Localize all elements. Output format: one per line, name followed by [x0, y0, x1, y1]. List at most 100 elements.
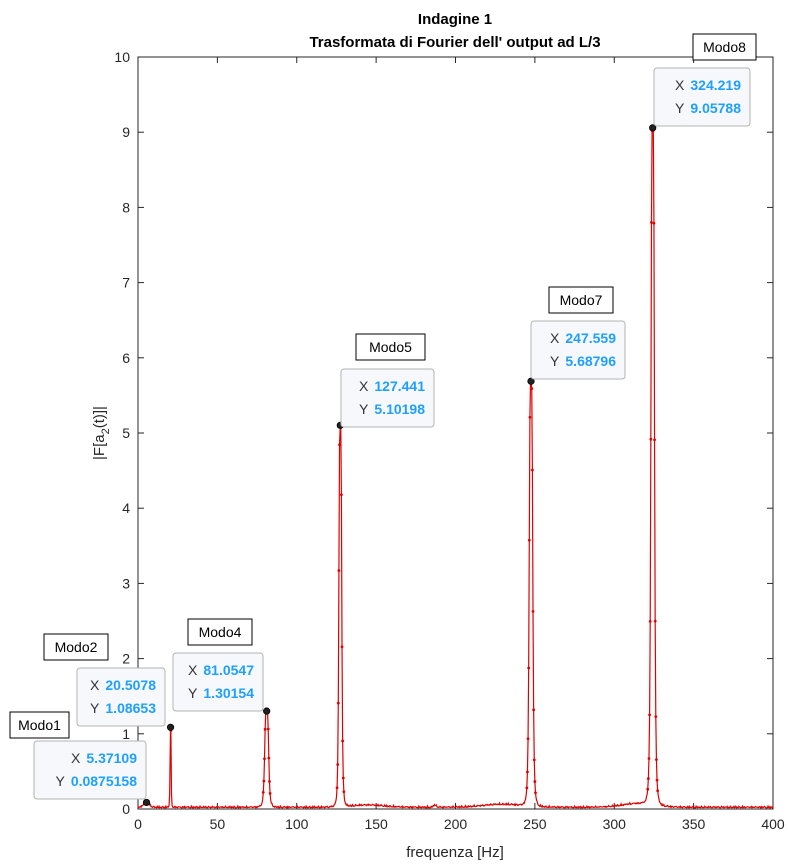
datatip-box — [33, 740, 147, 800]
series-point — [527, 538, 531, 542]
series-point — [342, 790, 346, 794]
datatip-modo7[interactable]: Modo7 247.559 5.68796 XY — [530, 286, 626, 380]
datatip-markers — [142, 124, 657, 807]
datatip-x-value: 20.5078 — [105, 677, 156, 693]
y-tick-label: 9 — [122, 124, 130, 140]
series-point — [341, 739, 345, 743]
y-tick-label: 4 — [122, 500, 130, 516]
datatip-y-key: Y — [90, 700, 100, 716]
mode-label-box — [692, 33, 757, 61]
datatip-x-value: 247.559 — [565, 330, 616, 346]
series-point — [336, 763, 340, 766]
y-tick-label: 7 — [122, 275, 130, 291]
series-point — [268, 791, 272, 795]
mode-label: Modo5 — [369, 339, 412, 355]
series-point — [655, 778, 659, 782]
datatip-marker[interactable] — [649, 124, 657, 132]
x-tick-label: 100 — [285, 816, 309, 832]
series-point — [336, 701, 340, 705]
datatip-x-value: 324.219 — [690, 77, 741, 93]
series-point — [653, 619, 657, 623]
datatip-y-value: 1.30154 — [203, 685, 254, 701]
datatip-y-value: 0.0875158 — [71, 773, 137, 789]
series-point — [530, 468, 534, 472]
mode-label-box — [9, 711, 70, 739]
datatip-box — [530, 320, 626, 380]
x-tick-label: 350 — [682, 816, 706, 832]
datatip-x-key: X — [675, 77, 685, 93]
datatip-marker[interactable] — [166, 723, 175, 731]
y-axis-label: |F[a2(t)]| — [91, 406, 112, 460]
datatip-modo5[interactable]: Modo5 127.441 5.10198 XY — [340, 333, 435, 428]
x-tick-label: 50 — [210, 816, 226, 832]
series-point — [339, 493, 343, 497]
y-tick-label: 2 — [122, 651, 130, 667]
y-tick-label: 1 — [122, 726, 130, 742]
series-point — [530, 387, 534, 391]
series-point — [653, 438, 656, 442]
series-point — [263, 757, 266, 761]
datatip-box — [340, 368, 435, 428]
series-point — [337, 569, 341, 572]
datatip-x-value: 127.441 — [374, 378, 425, 394]
mode-label-box — [43, 633, 109, 661]
series-point — [528, 415, 532, 419]
mode-label-box — [548, 286, 614, 314]
datatip-box — [76, 667, 166, 727]
datatip-modo1[interactable]: Modo1 5.37109 0.0875158 XY — [9, 711, 147, 800]
mode-label-box — [187, 618, 253, 646]
series-point — [648, 713, 651, 717]
datatip-marker[interactable] — [263, 707, 271, 715]
datatip-x-key: X — [90, 677, 100, 693]
series-point — [263, 727, 267, 731]
datatip-modo8[interactable]: Modo8 324.219 9.05788 XY — [653, 33, 757, 127]
datatip-x-key: X — [550, 330, 560, 346]
x-tick-label: 150 — [364, 816, 388, 832]
series-point — [646, 777, 650, 781]
series-point — [654, 715, 658, 719]
datatip-marker[interactable] — [142, 798, 151, 807]
datatip-y-value: 5.68796 — [565, 353, 616, 369]
mode-label: Modo2 — [55, 639, 98, 655]
y-tick-label: 5 — [122, 425, 130, 441]
series-point — [267, 756, 271, 760]
series-point — [340, 645, 344, 649]
datatip-y-key: Y — [675, 100, 685, 116]
datatip-y-value: 5.10198 — [374, 401, 425, 417]
x-tick-label: 0 — [134, 816, 142, 832]
series-point — [261, 791, 265, 794]
datatip-y-value: 1.08653 — [105, 700, 156, 716]
series-point — [268, 780, 271, 783]
x-axis-label: frequenza [Hz] — [406, 844, 504, 861]
series-point — [656, 789, 660, 793]
datatip-y-key: Y — [550, 353, 560, 369]
y-tick-label: 0 — [122, 801, 130, 817]
series-point — [262, 779, 266, 783]
series-point — [533, 780, 537, 783]
datatip-box — [172, 652, 264, 712]
series-point — [652, 221, 656, 225]
series-point — [647, 757, 651, 760]
mode-label: Modo4 — [199, 624, 242, 640]
datatip-y-key: Y — [359, 401, 369, 417]
datatip-y-key: Y — [188, 685, 198, 701]
series-point — [646, 787, 650, 791]
mode-label: Modo7 — [560, 292, 603, 308]
mode-label: Modo1 — [18, 717, 61, 733]
series-point — [648, 620, 652, 623]
mode-label-box — [355, 333, 426, 361]
y-axis: 0 1 2 3 4 5 6 7 8 9 10 — [114, 49, 773, 817]
series-point — [655, 758, 658, 762]
datatip-modo2[interactable]: Modo2 20.5078 1.08653 XY — [43, 633, 166, 727]
series-point — [338, 443, 341, 447]
series-point — [649, 437, 653, 441]
datatip-modo4[interactable]: Modo4 81.0547 1.30154 XY — [172, 618, 264, 712]
chart-title: Indagine 1 — [418, 11, 492, 28]
datatip-x-value: 5.37109 — [86, 750, 137, 766]
y-tick-label: 8 — [122, 199, 130, 215]
chart-subtitle: Trasformata di Fourier dell' output ad L… — [309, 34, 600, 51]
series-point — [650, 221, 653, 224]
series-point — [335, 786, 339, 790]
series-point — [532, 758, 536, 762]
series-point — [527, 666, 531, 670]
